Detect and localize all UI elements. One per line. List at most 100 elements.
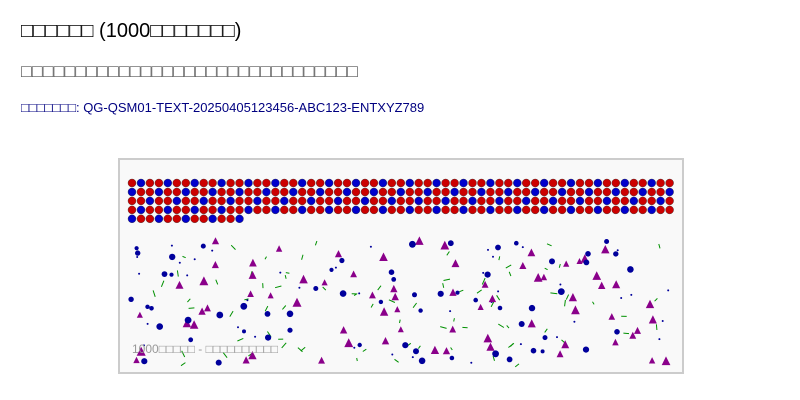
scatter-triangle (519, 262, 527, 269)
scatter-circle (557, 288, 565, 295)
grid-dot (217, 178, 226, 188)
scatter-circle (413, 348, 419, 355)
grid-dot (495, 187, 504, 197)
scatter-circle (216, 311, 224, 319)
grid-dot (190, 214, 199, 223)
scatter-circle (339, 290, 347, 297)
grid-dot (324, 196, 334, 206)
scatter-point (211, 249, 214, 252)
scatter-triangle (247, 290, 254, 297)
grid-dot (504, 196, 513, 206)
grid-dot (423, 178, 432, 188)
grid-dot (414, 205, 423, 215)
grid-dot (531, 178, 540, 188)
scatter-line (187, 298, 191, 303)
scatter-triangle (449, 288, 457, 296)
scatter-line (244, 298, 249, 301)
scatter-point (279, 271, 282, 274)
grid-dot (154, 205, 164, 215)
scatter-point (470, 361, 473, 364)
grid-dot (136, 214, 146, 223)
scatter-circle (418, 357, 426, 365)
grid-dot (405, 205, 414, 215)
scatter-circle (169, 253, 176, 261)
grid-dot (584, 187, 594, 197)
grid-dot (181, 196, 191, 206)
grid-dot (127, 214, 137, 223)
scatter-line (160, 280, 165, 287)
scatter-circle (145, 304, 150, 309)
grid-dot (253, 196, 262, 206)
grid-dot (351, 205, 361, 215)
grid-dot (181, 214, 191, 223)
scatter-circle (141, 358, 148, 365)
grid-dot (208, 178, 217, 188)
scatter-line (498, 256, 501, 261)
scatter-circle (484, 271, 491, 278)
grid-dot (306, 205, 316, 215)
grid-dot (575, 187, 585, 197)
grid-dot (486, 178, 495, 188)
grid-dot (441, 205, 450, 215)
grid-dot (289, 205, 298, 215)
scatter-triangle (612, 338, 619, 346)
grid-dot (432, 205, 441, 215)
grid-dot (396, 178, 405, 188)
scatter-point (559, 283, 562, 286)
scatter-circle (156, 323, 163, 330)
grid-dot (387, 205, 396, 215)
scatter-line (476, 289, 482, 294)
grid-dot (477, 205, 486, 215)
grid-dot (566, 187, 576, 197)
scatter-circle (240, 302, 248, 310)
grid-dot (423, 187, 432, 197)
grid-dot (531, 196, 540, 206)
grid-dot (235, 187, 244, 197)
scatter-triangle (199, 276, 209, 286)
visualization-canvas (127, 178, 674, 368)
scatter-triangle (477, 303, 484, 310)
scatter-circle (149, 306, 154, 311)
grid-dot (280, 205, 289, 215)
grid-dot (342, 205, 352, 215)
grid-dot (360, 196, 370, 206)
grid-dot (450, 178, 459, 188)
grid-dot (190, 205, 199, 215)
scatter-line (544, 328, 548, 333)
grid-dot (315, 178, 325, 188)
grid-dot (271, 205, 280, 215)
grid-dot (414, 178, 423, 188)
grid-dot (235, 196, 244, 206)
grid-dot (513, 178, 522, 188)
grid-dot (145, 178, 155, 188)
scatter-line (182, 255, 186, 259)
grid-dot (262, 178, 271, 188)
grid-dot (297, 178, 307, 188)
scatter-triangle (275, 245, 283, 252)
grid-dot (584, 205, 594, 215)
grid-dot (217, 214, 226, 223)
grid-dot (280, 196, 289, 206)
grid-dot (647, 196, 656, 206)
scatter-triangle (249, 258, 257, 267)
grid-dot (459, 178, 468, 188)
page-subtitle: □□□□□□□□□□□□□□□□□□□□□□□□□□□□□□□ (21, 61, 359, 81)
grid-dot (620, 205, 629, 215)
scatter-triangle (645, 299, 655, 309)
scatter-point (143, 344, 145, 347)
grid-dot (244, 178, 253, 188)
scatter-line (506, 325, 510, 329)
grid-dot (271, 187, 280, 197)
grid-dot (396, 196, 405, 206)
grid-dot (253, 178, 262, 188)
scatter-triangle (568, 293, 577, 302)
scatter-circle (265, 334, 272, 341)
grid-dot (611, 205, 620, 215)
grid-dot (333, 178, 343, 188)
scatter-triangle (556, 350, 564, 358)
grid-dot (127, 196, 137, 206)
grid-dot (396, 205, 405, 215)
grid-dot (244, 196, 253, 206)
grid-dot (540, 187, 549, 197)
scatter-line (546, 243, 552, 247)
